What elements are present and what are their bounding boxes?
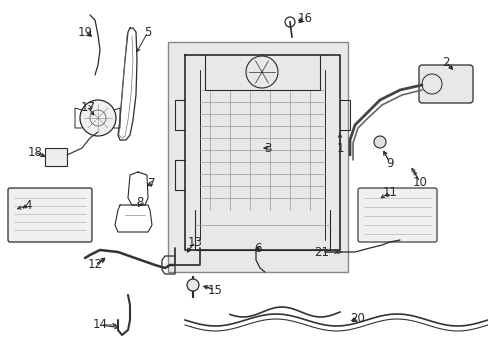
Text: 10: 10 [412, 176, 427, 189]
Text: 15: 15 [207, 284, 222, 297]
Bar [45, 148, 67, 166]
Text: 3: 3 [264, 141, 271, 154]
Text: 20: 20 [350, 311, 365, 324]
Text: 17: 17 [81, 100, 95, 113]
FancyBboxPatch shape [418, 65, 472, 103]
Text: 8: 8 [136, 195, 143, 208]
Text: 21: 21 [314, 246, 329, 258]
Text: 19: 19 [77, 26, 92, 39]
Text: 9: 9 [386, 157, 393, 170]
Circle shape [186, 279, 199, 291]
Circle shape [373, 136, 385, 148]
Text: 18: 18 [27, 145, 42, 158]
Circle shape [80, 100, 116, 136]
Text: 4: 4 [24, 198, 32, 212]
Text: 12: 12 [87, 258, 102, 271]
FancyBboxPatch shape [357, 188, 436, 242]
FancyBboxPatch shape [8, 188, 92, 242]
Bar [168, 42, 347, 272]
Text: 14: 14 [92, 319, 107, 332]
Text: 13: 13 [187, 235, 202, 248]
Text: 2: 2 [441, 55, 449, 68]
Text: 11: 11 [382, 185, 397, 198]
Text: 16: 16 [297, 12, 312, 24]
Text: 1: 1 [336, 141, 343, 154]
Text: 7: 7 [148, 176, 156, 189]
Text: 5: 5 [144, 26, 151, 39]
Text: 6: 6 [254, 242, 261, 255]
